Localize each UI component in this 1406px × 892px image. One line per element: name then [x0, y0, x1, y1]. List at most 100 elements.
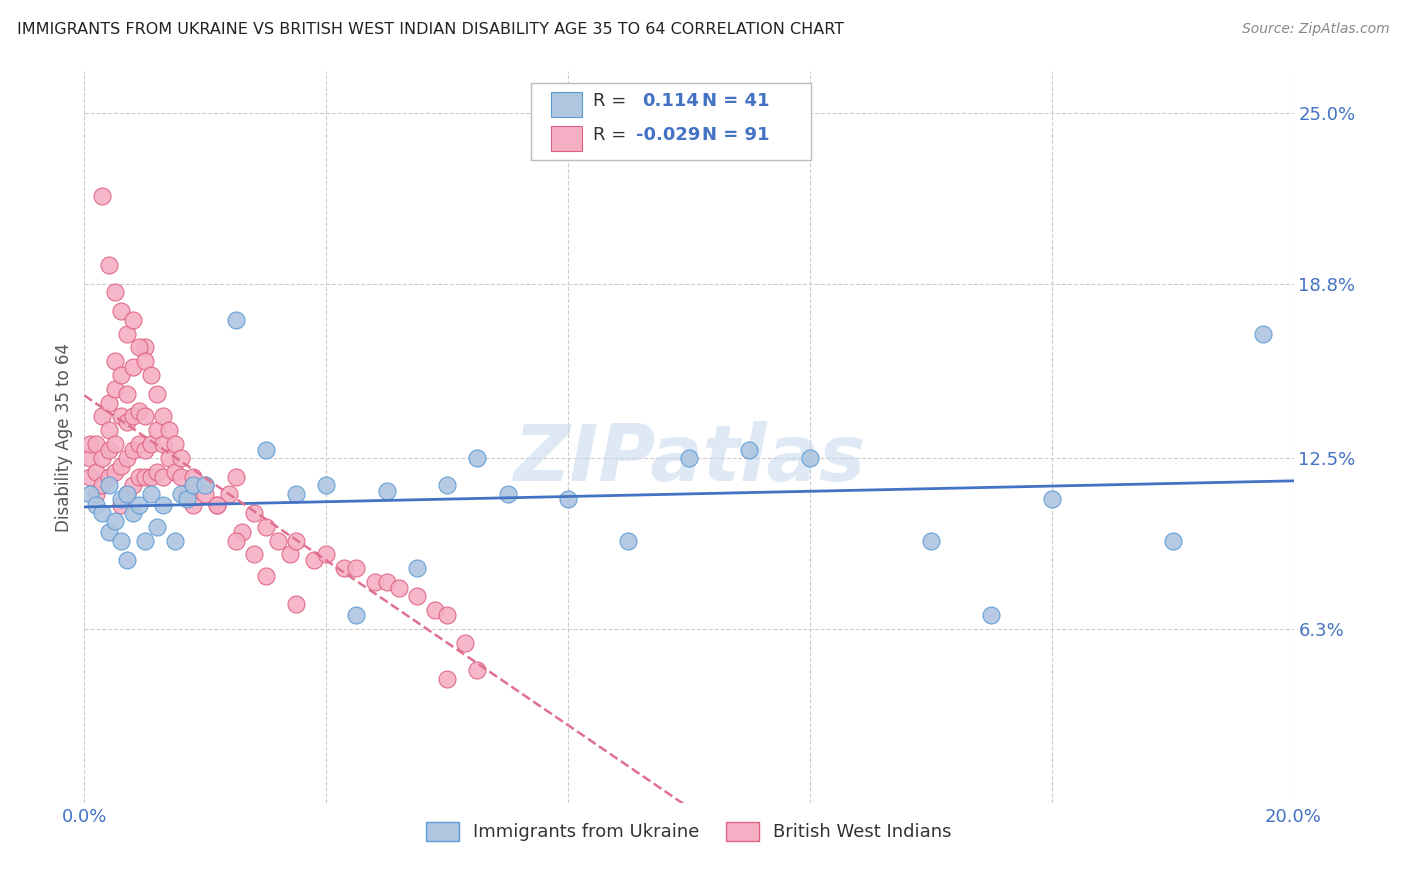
Point: [134, 340, 156, 354]
Point: [79, 437, 101, 451]
Point: [170, 450, 193, 465]
Point: [170, 486, 193, 500]
Point: [134, 354, 156, 368]
Point: [152, 437, 174, 451]
Point: [617, 533, 640, 548]
Point: [181, 478, 204, 492]
Point: [134, 442, 156, 457]
Point: [115, 486, 138, 500]
Point: [557, 492, 579, 507]
Point: [104, 285, 127, 300]
Point: [110, 409, 132, 424]
Point: [231, 525, 253, 540]
Point: [139, 470, 162, 484]
Point: [194, 478, 217, 492]
Point: [170, 470, 193, 484]
Point: [254, 569, 277, 583]
Point: [436, 608, 458, 623]
Point: [97, 442, 120, 457]
Point: [146, 520, 169, 534]
Point: [225, 533, 247, 548]
Point: [181, 470, 204, 484]
Point: [285, 597, 308, 611]
Text: -0.029: -0.029: [636, 126, 700, 144]
Text: R =: R =: [593, 126, 633, 144]
Point: [121, 478, 143, 492]
Point: [86, 498, 108, 512]
Point: [86, 486, 108, 500]
Point: [104, 354, 127, 368]
Point: [79, 450, 101, 465]
Point: [91, 478, 114, 492]
Point: [86, 465, 108, 479]
Point: [115, 415, 138, 429]
Point: [139, 368, 162, 382]
Point: [267, 533, 290, 548]
Point: [302, 553, 325, 567]
Point: [375, 483, 398, 498]
Point: [254, 520, 277, 534]
Point: [128, 498, 150, 512]
Point: [91, 409, 114, 424]
Point: [97, 258, 120, 272]
Point: [146, 387, 169, 401]
Point: [346, 561, 368, 575]
Point: [423, 602, 446, 616]
Point: [454, 636, 477, 650]
Point: [97, 478, 120, 492]
Point: [315, 478, 337, 492]
Text: N = 41: N = 41: [702, 92, 769, 110]
Point: [333, 561, 356, 575]
Point: [115, 387, 138, 401]
Legend: Immigrants from Ukraine, British West Indians: Immigrants from Ukraine, British West In…: [419, 814, 959, 848]
Text: 0.114: 0.114: [643, 92, 699, 110]
Point: [799, 450, 821, 465]
Point: [121, 442, 143, 457]
Y-axis label: Disability Age 35 to 64: Disability Age 35 to 64: [55, 343, 73, 532]
Point: [115, 486, 138, 500]
Point: [110, 533, 132, 548]
Point: [115, 450, 138, 465]
Point: [97, 470, 120, 484]
Text: IMMIGRANTS FROM UKRAINE VS BRITISH WEST INDIAN DISABILITY AGE 35 TO 64 CORRELATI: IMMIGRANTS FROM UKRAINE VS BRITISH WEST …: [17, 22, 844, 37]
Point: [678, 450, 700, 465]
Point: [254, 442, 277, 457]
Point: [285, 486, 308, 500]
Point: [152, 498, 174, 512]
Point: [104, 437, 127, 451]
Point: [134, 470, 156, 484]
Point: [363, 574, 385, 589]
Point: [165, 437, 187, 451]
Point: [104, 465, 127, 479]
Point: [121, 506, 143, 520]
Point: [110, 498, 132, 512]
Point: [1040, 492, 1063, 507]
Point: [146, 423, 169, 437]
Point: [110, 458, 132, 473]
Point: [207, 498, 229, 512]
Point: [97, 395, 120, 409]
Point: [218, 486, 240, 500]
Point: [121, 312, 143, 326]
Point: [79, 486, 101, 500]
Point: [128, 404, 150, 418]
Point: [97, 525, 120, 540]
Point: [242, 506, 264, 520]
Point: [165, 465, 187, 479]
Point: [115, 553, 138, 567]
Point: [467, 450, 489, 465]
Point: [406, 561, 429, 575]
Point: [346, 608, 368, 623]
Point: [115, 326, 138, 341]
Point: [104, 382, 127, 396]
Point: [157, 423, 180, 437]
Point: [920, 533, 942, 548]
Point: [181, 498, 204, 512]
Point: [134, 533, 156, 548]
Point: [278, 548, 301, 562]
Point: [1161, 533, 1184, 548]
Point: [388, 581, 411, 595]
Point: [121, 409, 143, 424]
Point: [121, 359, 143, 374]
Point: [139, 437, 162, 451]
